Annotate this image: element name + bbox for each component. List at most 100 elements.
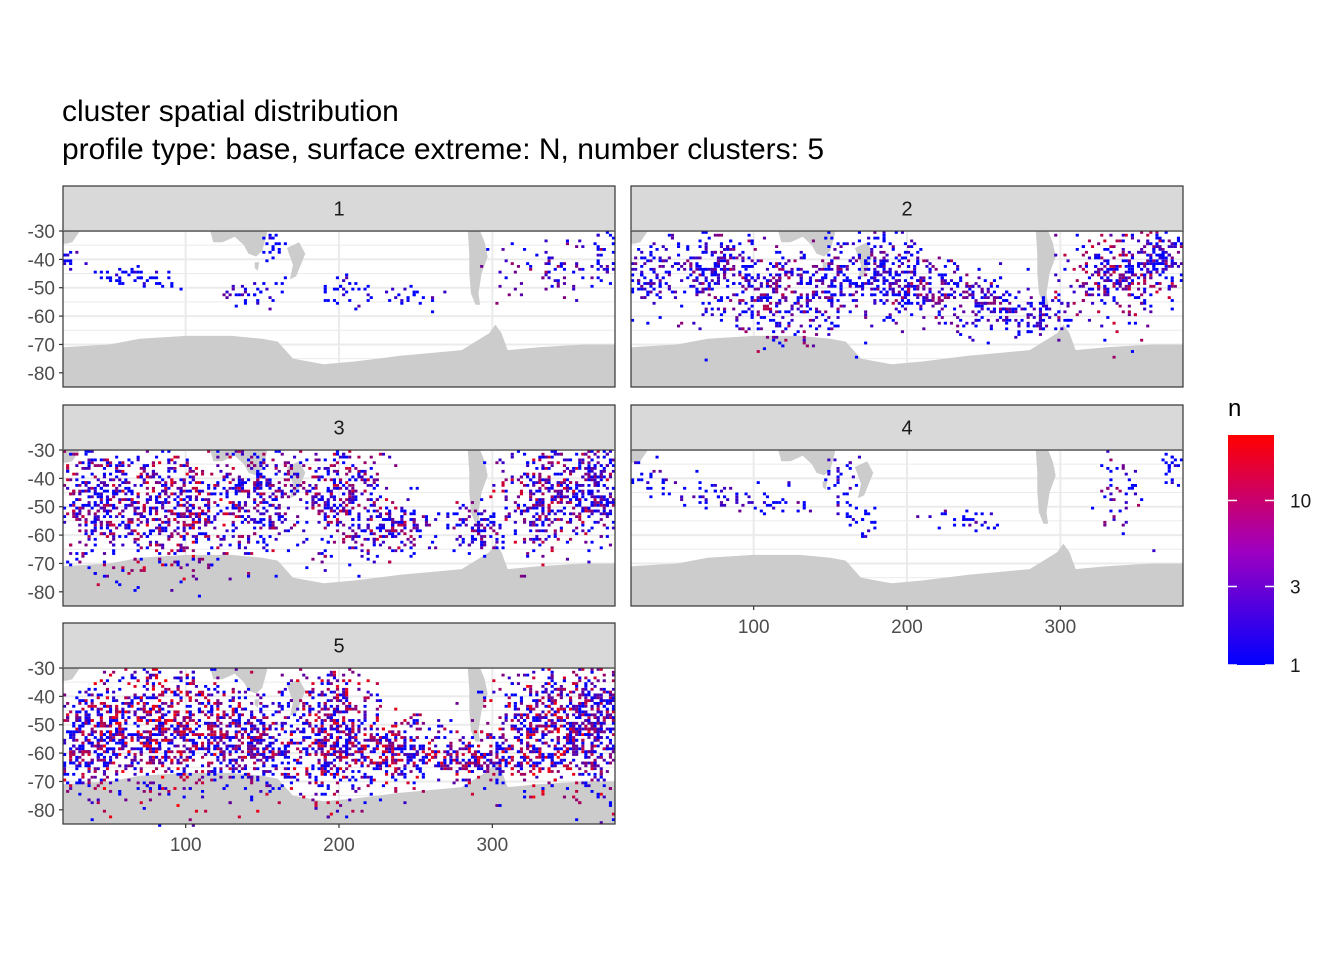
heatmap-cell (483, 509, 487, 513)
heatmap-cell (118, 733, 122, 736)
heatmap-cell (719, 256, 723, 260)
heatmap-cell (170, 467, 174, 470)
heatmap-cell (332, 458, 336, 462)
heatmap-cell (526, 554, 530, 558)
heatmap-cell (581, 492, 585, 496)
heatmap-cell (115, 730, 119, 734)
heatmap-cell (815, 307, 819, 311)
heatmap-cell (882, 231, 886, 234)
heatmap-cell (541, 478, 545, 482)
heatmap-cell (112, 543, 116, 547)
heatmap-cell (155, 512, 159, 516)
heatmap-cell (207, 503, 211, 507)
heatmap-cell (559, 498, 563, 501)
heatmap-cell (72, 761, 76, 765)
heatmap-cell (769, 262, 773, 265)
heatmap-cell (900, 296, 904, 299)
heatmap-cell (986, 296, 990, 299)
heatmap-cell (357, 475, 361, 479)
heatmap-cell (317, 520, 321, 524)
heatmap-cell (93, 458, 97, 462)
heatmap-cell (109, 472, 113, 476)
heatmap-cell (750, 316, 754, 319)
heatmap-cell (916, 296, 920, 299)
heatmap-cell (127, 523, 131, 527)
heatmap-cell (1118, 273, 1122, 277)
heatmap-cell (529, 523, 533, 527)
heatmap-cell (366, 549, 370, 553)
heatmap-cell (824, 310, 828, 314)
heatmap-cell (145, 472, 149, 476)
heatmap-cell (243, 290, 247, 294)
heatmap-cell (1109, 509, 1113, 513)
heatmap-cell (913, 293, 917, 297)
heatmap-cell (547, 475, 551, 479)
heatmap-cell (790, 318, 794, 322)
heatmap-cell (179, 736, 183, 739)
heatmap-cell (962, 324, 966, 328)
heatmap-cell (231, 287, 235, 291)
heatmap-cell (821, 282, 825, 285)
heatmap-cell (360, 549, 364, 553)
heatmap-cell (78, 727, 82, 731)
heatmap-cell (78, 523, 82, 527)
heatmap-cell (526, 509, 530, 513)
heatmap-cell (1103, 265, 1107, 268)
heatmap-cell (256, 486, 260, 490)
heatmap-cell (790, 307, 794, 311)
heatmap-cell (541, 276, 545, 280)
heatmap-cell (124, 744, 128, 748)
heatmap-cell (81, 461, 85, 465)
heatmap-cell (1143, 265, 1147, 268)
heatmap-cell (388, 529, 392, 533)
heatmap-cell (928, 262, 932, 265)
heatmap-cell (526, 506, 530, 510)
heatmap-cell (118, 276, 122, 280)
heatmap-cell (1152, 262, 1156, 265)
heatmap-cell (882, 267, 886, 271)
heatmap-cell (145, 679, 149, 683)
heatmap-cell (608, 233, 612, 237)
heatmap-cell (541, 554, 545, 558)
heatmap-cell (271, 503, 275, 507)
heatmap-cell (556, 518, 560, 521)
heatmap-cell (84, 699, 88, 702)
heatmap-cell (738, 273, 742, 277)
heatmap-cell (695, 265, 699, 268)
heatmap-cell (182, 481, 186, 484)
heatmap-cell (919, 304, 923, 308)
heatmap-cell (873, 259, 877, 263)
heatmap-cell (781, 267, 785, 271)
heatmap-cell (109, 755, 113, 759)
heatmap-cell (127, 682, 131, 685)
heatmap-cell (1164, 276, 1168, 280)
heatmap-cell (986, 526, 990, 530)
heatmap-cell (581, 506, 585, 510)
heatmap-cell (1063, 310, 1067, 314)
heatmap-cell (707, 282, 711, 285)
heatmap-cell (87, 501, 91, 504)
heatmap-cell (943, 265, 947, 268)
heatmap-cell (385, 486, 389, 490)
heatmap-cell (188, 495, 192, 499)
heatmap-cell (418, 529, 422, 533)
heatmap-cell (167, 552, 171, 555)
heatmap-cell (93, 475, 97, 479)
heatmap-cell (121, 270, 125, 274)
heatmap-cell (842, 304, 846, 308)
heatmap-cell (1097, 270, 1101, 274)
heatmap-cell (118, 535, 122, 538)
heatmap-cell (1112, 284, 1116, 288)
heatmap-cell (596, 450, 600, 453)
heatmap-cell (400, 506, 404, 510)
heatmap-cell (704, 279, 708, 282)
heatmap-cell (756, 299, 760, 302)
heatmap-cell (231, 478, 235, 482)
heatmap-cell (867, 282, 871, 285)
heatmap-cell (719, 267, 723, 271)
heatmap-cell (480, 546, 484, 550)
heatmap-cell (381, 452, 385, 456)
heatmap-cell (185, 758, 189, 762)
heatmap-cell (989, 282, 993, 285)
heatmap-cell (787, 270, 791, 274)
